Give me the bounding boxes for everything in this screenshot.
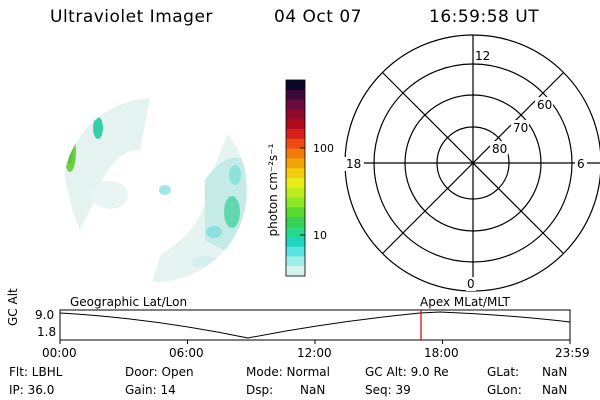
mlt-label-0: 0 bbox=[467, 277, 475, 291]
time-tick-2: 12:00 bbox=[297, 346, 332, 360]
colorbar-segment bbox=[286, 187, 305, 199]
colorbar-segment bbox=[286, 197, 305, 208]
colorbar-segment bbox=[286, 89, 305, 101]
info-dsp-label: Dsp: bbox=[246, 383, 274, 397]
info-seq: Seq: 39 bbox=[365, 383, 411, 397]
lat-label-60: 60 bbox=[537, 98, 552, 112]
apex-title: Apex MLat/MLT bbox=[420, 295, 510, 309]
colorbar-segment bbox=[286, 227, 305, 238]
gc-alt-axis-label: GC Alt bbox=[6, 288, 20, 326]
mlt-label-6: 6 bbox=[577, 157, 585, 171]
colorbar-frame bbox=[285, 79, 306, 277]
instrument-title: Ultraviolet Imager bbox=[50, 7, 213, 27]
date-label: 04 Oct 07 bbox=[274, 7, 362, 27]
earth-image bbox=[63, 98, 247, 282]
color-scale-bar bbox=[286, 80, 305, 277]
info-door: Door: Open bbox=[125, 365, 194, 379]
polar-diag-2 bbox=[382, 72, 564, 254]
colorbar-segment bbox=[286, 99, 305, 110]
colorbar-segment bbox=[286, 178, 305, 189]
colorbar-segment bbox=[286, 129, 305, 140]
geographic-title: Geographic Lat/Lon bbox=[70, 295, 188, 309]
colorbar-segment bbox=[286, 217, 305, 228]
colorbar-segment bbox=[286, 158, 305, 169]
time-label: 16:59:58 UT bbox=[429, 7, 540, 27]
polar-plot bbox=[344, 34, 600, 292]
altitude-timeline bbox=[59, 309, 571, 344]
alt-tick-min: 1.8 bbox=[37, 325, 57, 339]
info-dsp-value: NaN bbox=[300, 383, 326, 397]
info-glon-label: GLon: bbox=[487, 383, 522, 397]
info-flt: Flt: LBHL bbox=[9, 365, 63, 379]
info-ip: IP: 36.0 bbox=[9, 383, 55, 397]
colorbar-segment bbox=[286, 168, 305, 179]
lat-label-70: 70 bbox=[513, 121, 528, 135]
colorbar-segment bbox=[286, 80, 305, 91]
lat-label-80: 80 bbox=[492, 142, 507, 156]
info-mode: Mode: Normal bbox=[246, 365, 330, 379]
colorbar-segment bbox=[286, 138, 305, 150]
info-gc-alt: GC Alt: 9.0 Re bbox=[365, 365, 449, 379]
colorbar-segment bbox=[286, 256, 305, 267]
time-tick-4: 23:59 bbox=[555, 346, 590, 360]
colorbar-segment bbox=[286, 148, 305, 159]
time-tick-3: 18:00 bbox=[424, 346, 459, 360]
info-gain: Gain: 14 bbox=[125, 383, 176, 397]
colorbar-segment bbox=[286, 207, 305, 218]
time-tick-0: 00:00 bbox=[42, 346, 77, 360]
info-glat-label: GLat: bbox=[487, 365, 520, 379]
colorbar-tick-label-10: 10 bbox=[313, 229, 327, 242]
colorbar-units-label: photon cm⁻²s⁻¹ bbox=[266, 143, 280, 236]
alt-tick-max: 9.0 bbox=[35, 308, 55, 322]
info-glat-value: NaN bbox=[542, 365, 568, 379]
colorbar-tick-label-100: 100 bbox=[313, 142, 334, 155]
colorbar-segment bbox=[286, 266, 305, 277]
mlt-label-18: 18 bbox=[346, 157, 361, 171]
info-glon-value: NaN bbox=[542, 383, 568, 397]
colorbar-segment bbox=[286, 246, 305, 257]
altitude-curve bbox=[59, 311, 571, 339]
mlt-label-12: 12 bbox=[475, 49, 490, 63]
colorbar-segment bbox=[286, 236, 305, 248]
time-tick-1: 06:00 bbox=[169, 346, 204, 360]
colorbar-segment bbox=[286, 109, 305, 120]
colorbar-segment bbox=[286, 119, 305, 130]
